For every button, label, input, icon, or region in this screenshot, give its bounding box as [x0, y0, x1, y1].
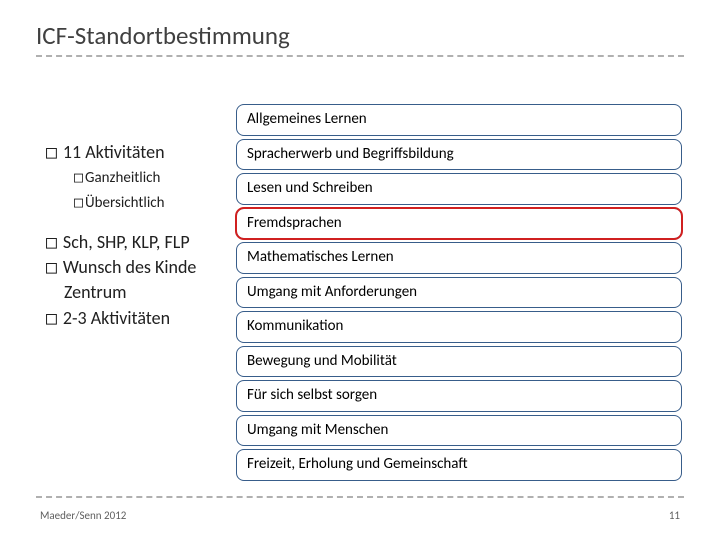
- activity-list: Allgemeines LernenSpracherwerb und Begri…: [236, 104, 682, 484]
- bullet-text: Ganzheitlich: [85, 169, 160, 187]
- bullet-2-3: □ 2-3 Aktivitäten: [46, 306, 266, 331]
- activity-pill: Freizeit, Erholung und Gemeinschaft: [236, 449, 682, 481]
- bullet-wish: □ Wunsch des Kinde: [46, 255, 266, 280]
- left-column-lower: □ Sch, SHP, KLP, FLP □ Wunsch des Kinde …: [46, 230, 266, 331]
- activity-pill: Mathematisches Lernen: [236, 242, 682, 274]
- left-column: □ 11 Aktivitäten □Ganzheitlich □Übersich…: [46, 140, 226, 215]
- bullet-ganzheitlich: □Ganzheitlich: [46, 165, 226, 190]
- slide: ICF-Standortbestimmung □ 11 Aktivitäten …: [0, 0, 720, 540]
- activity-pill: Umgang mit Anforderungen: [236, 277, 682, 309]
- activity-pill: Bewegung und Mobilität: [236, 346, 682, 378]
- footer-author: Maeder/Senn 2012: [40, 509, 126, 522]
- bullet-roles: □ Sch, SHP, KLP, FLP: [46, 230, 266, 255]
- bullet-text: Übersichtlich: [85, 194, 164, 212]
- footer-line: [36, 496, 684, 498]
- activity-pill: Für sich selbst sorgen: [236, 380, 682, 412]
- activity-pill: Allgemeines Lernen: [236, 104, 682, 136]
- bullet-uebersichtlich: □Übersichtlich: [46, 190, 226, 215]
- bullet-center: Zentrum: [46, 280, 266, 305]
- activity-pill: Lesen und Schreiben: [236, 173, 682, 205]
- bullet-text: Zentrum: [64, 281, 127, 303]
- footer-page: 11: [669, 509, 680, 522]
- activity-pill: Umgang mit Menschen: [236, 415, 682, 447]
- activity-pill: Spracherwerb und Begriffsbildung: [236, 139, 682, 171]
- bullet-text: Sch, SHP, KLP, FLP: [63, 231, 190, 253]
- bullet-text: 11 Aktivitäten: [63, 141, 165, 163]
- activity-pill: Fremdsprachen: [236, 208, 682, 240]
- bullet-text: 2-3 Aktivitäten: [63, 307, 170, 329]
- activity-pill: Kommunikation: [236, 311, 682, 343]
- bullet-activities: □ 11 Aktivitäten: [46, 140, 226, 165]
- page-title: ICF-Standortbestimmung: [36, 20, 684, 57]
- bullet-text: Wunsch des Kinde: [63, 256, 196, 278]
